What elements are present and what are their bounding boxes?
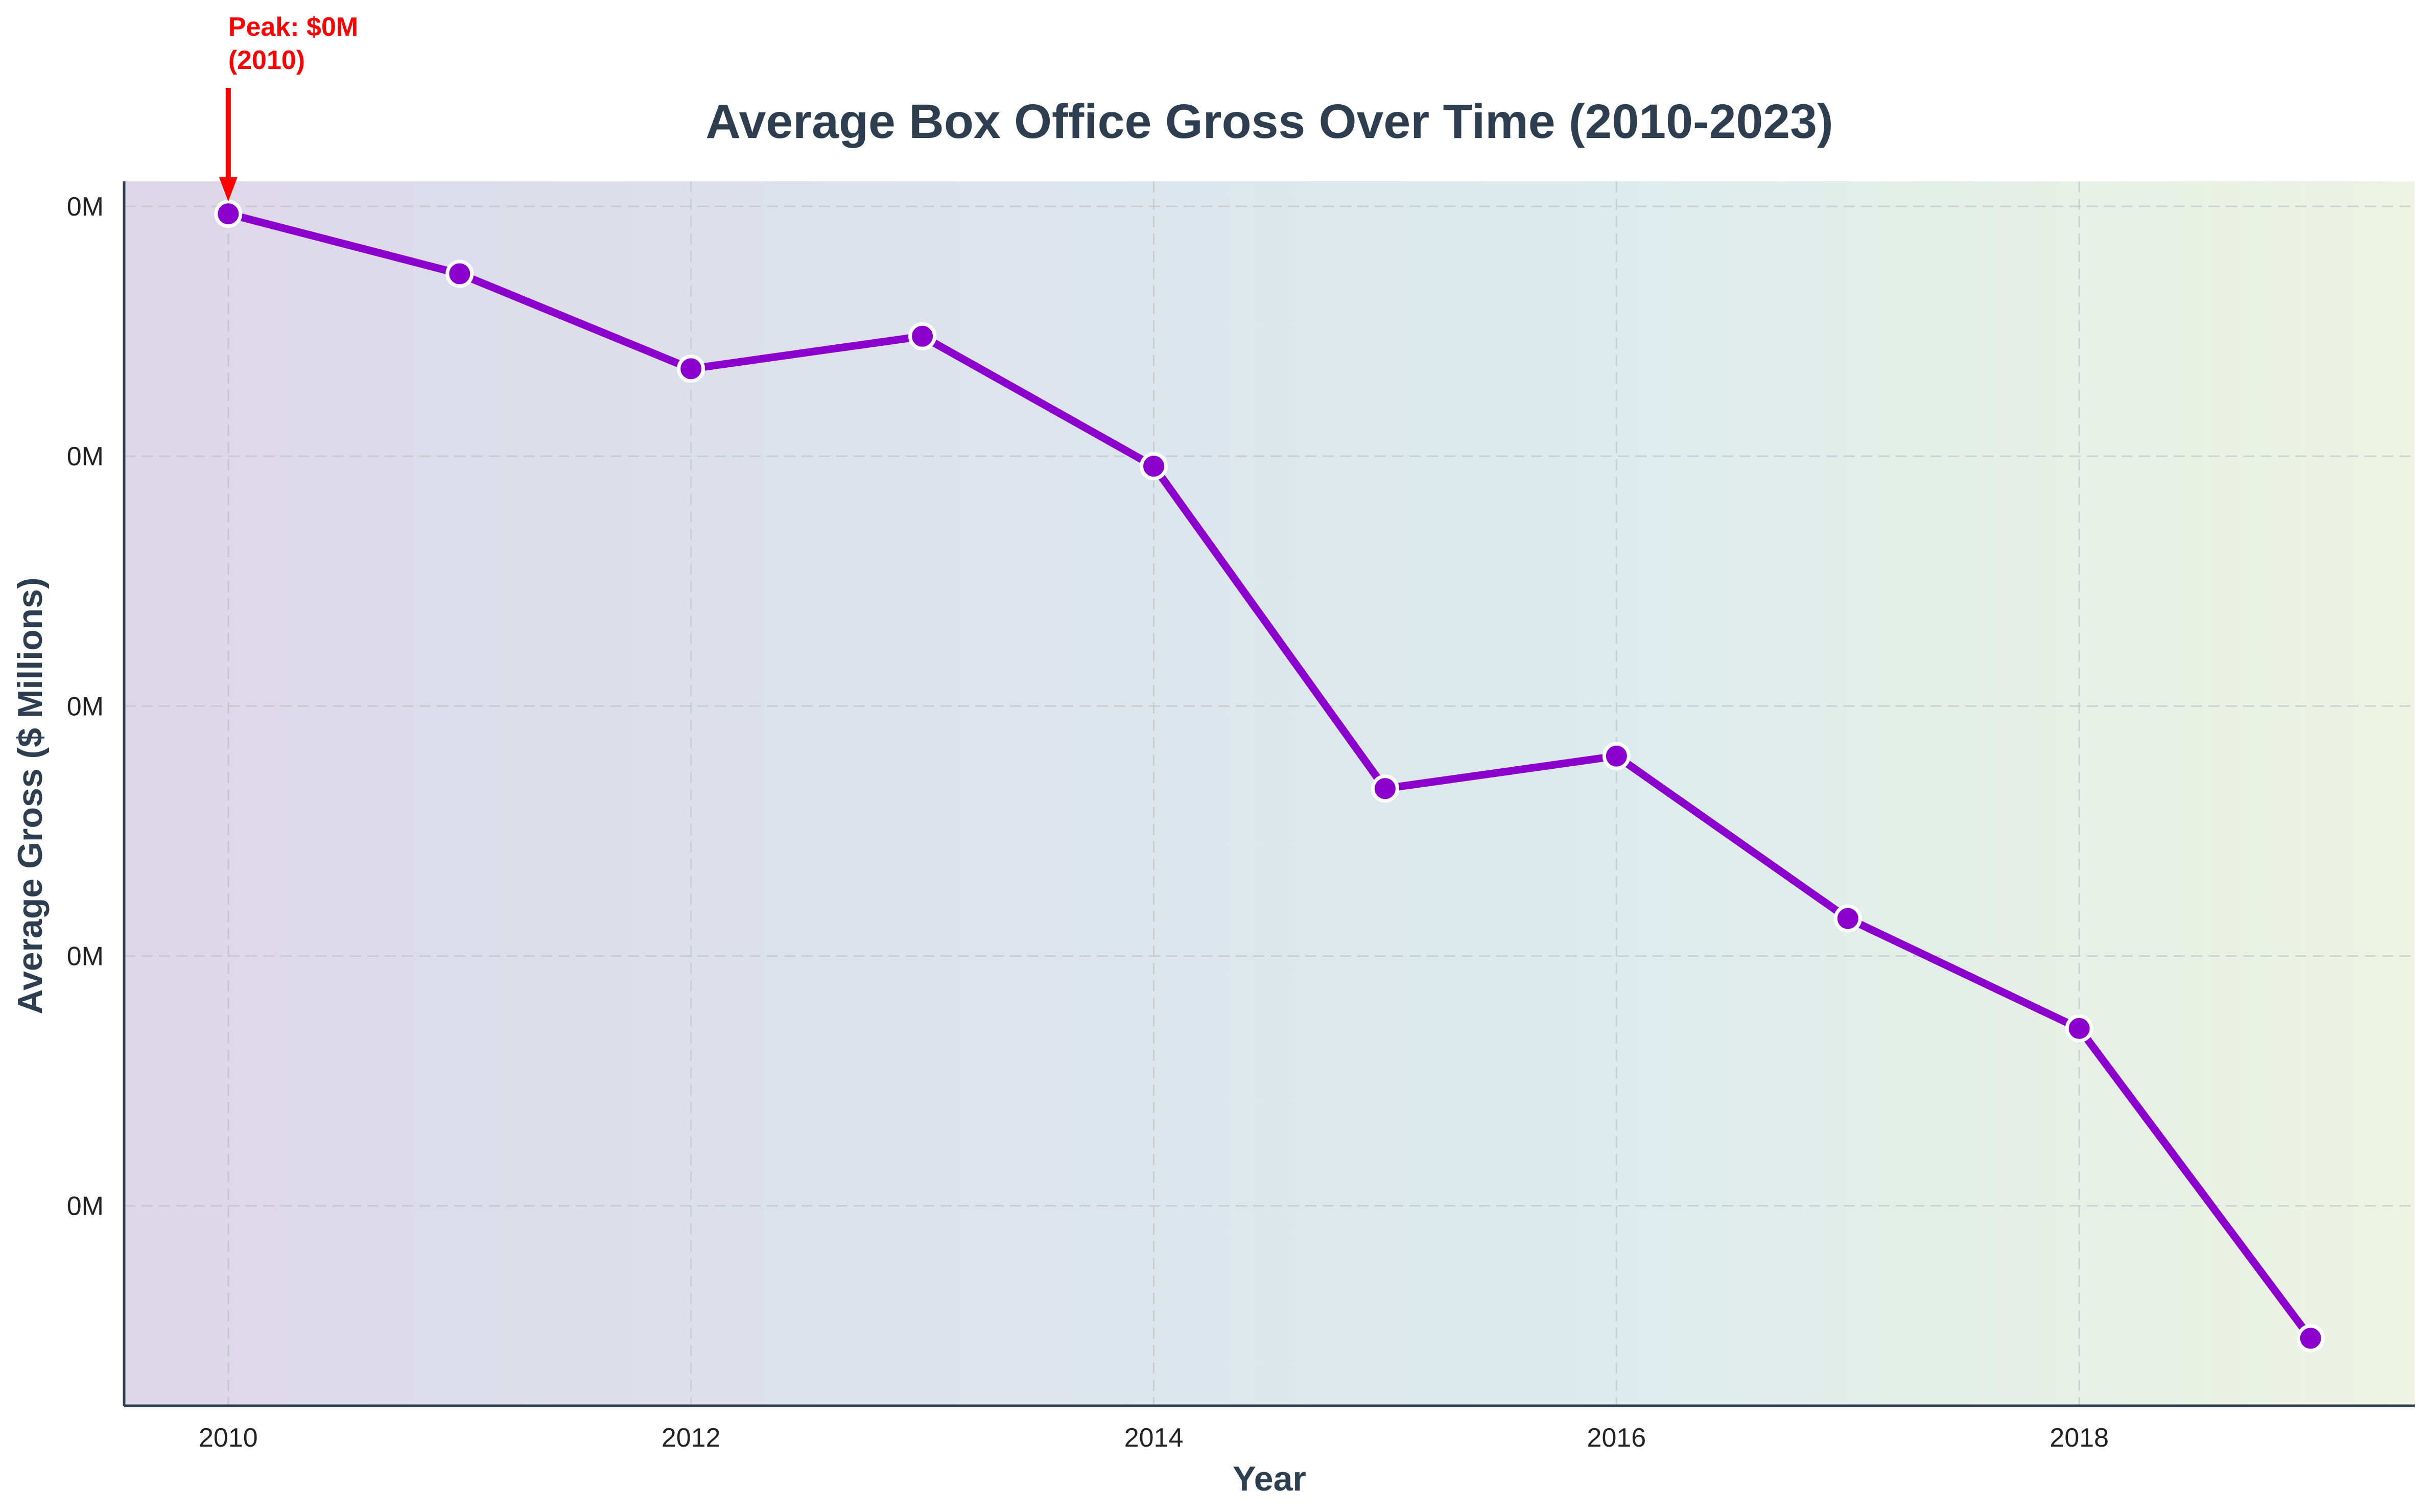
chart-title: Average Box Office Gross Over Time (2010… [705, 94, 1833, 149]
y-tick-label: 0M [67, 692, 104, 721]
data-point [1602, 742, 1631, 770]
data-point [1140, 452, 1168, 481]
annotation-arrow-head [219, 177, 238, 202]
data-point [1833, 904, 1862, 933]
series-line [224, 210, 2315, 1342]
data-point [214, 200, 243, 228]
y-tick-label: 0M [67, 192, 104, 222]
data-point [2296, 1324, 2325, 1353]
y-tick-label: 0M [67, 442, 104, 471]
grid-lines [124, 181, 2415, 1406]
tick-labels: 2010 2012 2014 2016 2018 0M 0M 0M 0M 0M [67, 192, 2109, 1453]
plot-background [124, 181, 2415, 1406]
y-tick-label: 0M [67, 941, 104, 971]
x-tick-label: 2010 [199, 1423, 258, 1453]
data-point [677, 355, 705, 383]
y-tick-label: 0M [67, 1192, 104, 1221]
data-point [908, 322, 937, 350]
x-tick-label: 2016 [1587, 1423, 1646, 1453]
data-point [2065, 1014, 2093, 1043]
x-tick-label: 2014 [1124, 1423, 1184, 1453]
annotation-text-line-2: (2010) [228, 45, 305, 75]
x-axis-label: Year [1233, 1459, 1306, 1498]
x-tick-label: 2018 [2049, 1423, 2109, 1453]
y-axis-label: Average Gross ($ Millions) [11, 577, 50, 1014]
axes [123, 181, 2415, 1407]
peak-annotation: Peak: $0M(2010) [219, 12, 358, 202]
annotation-text-line-1: Peak: $0M [228, 12, 358, 42]
x-tick-label: 2012 [662, 1423, 721, 1453]
data-series [214, 200, 2325, 1353]
data-point [445, 259, 474, 288]
data-point [1371, 774, 1399, 803]
